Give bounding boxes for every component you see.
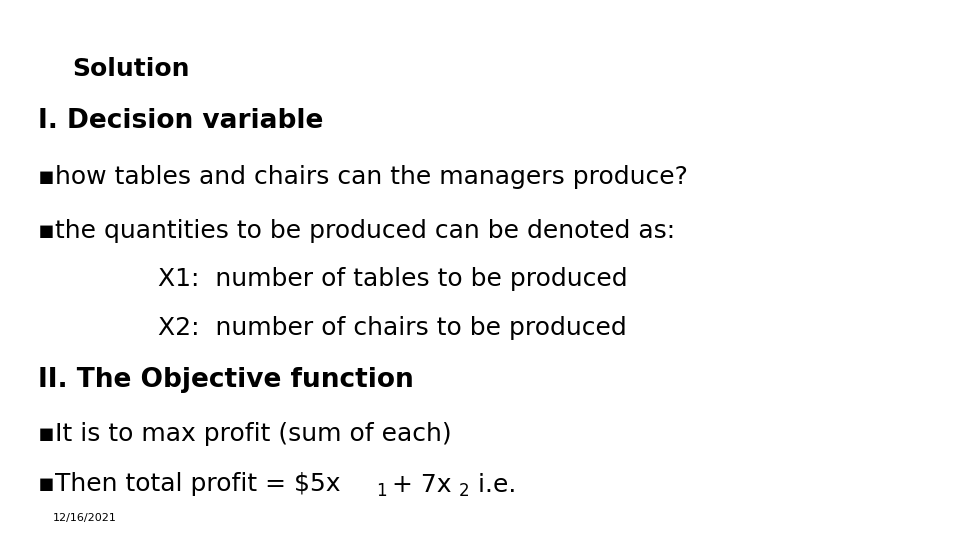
Text: Solution: Solution — [72, 57, 189, 80]
Text: X2:  number of chairs to be produced: X2: number of chairs to be produced — [158, 316, 627, 340]
Text: + 7x: + 7x — [392, 472, 451, 496]
Text: ▪Then total profit = $5x: ▪Then total profit = $5x — [38, 472, 341, 496]
Text: 12/16/2021: 12/16/2021 — [53, 512, 117, 523]
Text: II. The Objective function: II. The Objective function — [38, 367, 414, 393]
Text: ▪It is to max profit (sum of each): ▪It is to max profit (sum of each) — [38, 422, 452, 446]
Text: ▪how tables and chairs can the managers produce?: ▪how tables and chairs can the managers … — [38, 165, 688, 188]
Text: i.e.: i.e. — [470, 472, 516, 496]
Text: 1: 1 — [376, 482, 387, 500]
Text: I. Decision variable: I. Decision variable — [38, 108, 324, 134]
Text: X1:  number of tables to be produced: X1: number of tables to be produced — [158, 267, 628, 291]
Text: ▪the quantities to be produced can be denoted as:: ▪the quantities to be produced can be de… — [38, 219, 676, 242]
Text: 2: 2 — [459, 482, 469, 500]
